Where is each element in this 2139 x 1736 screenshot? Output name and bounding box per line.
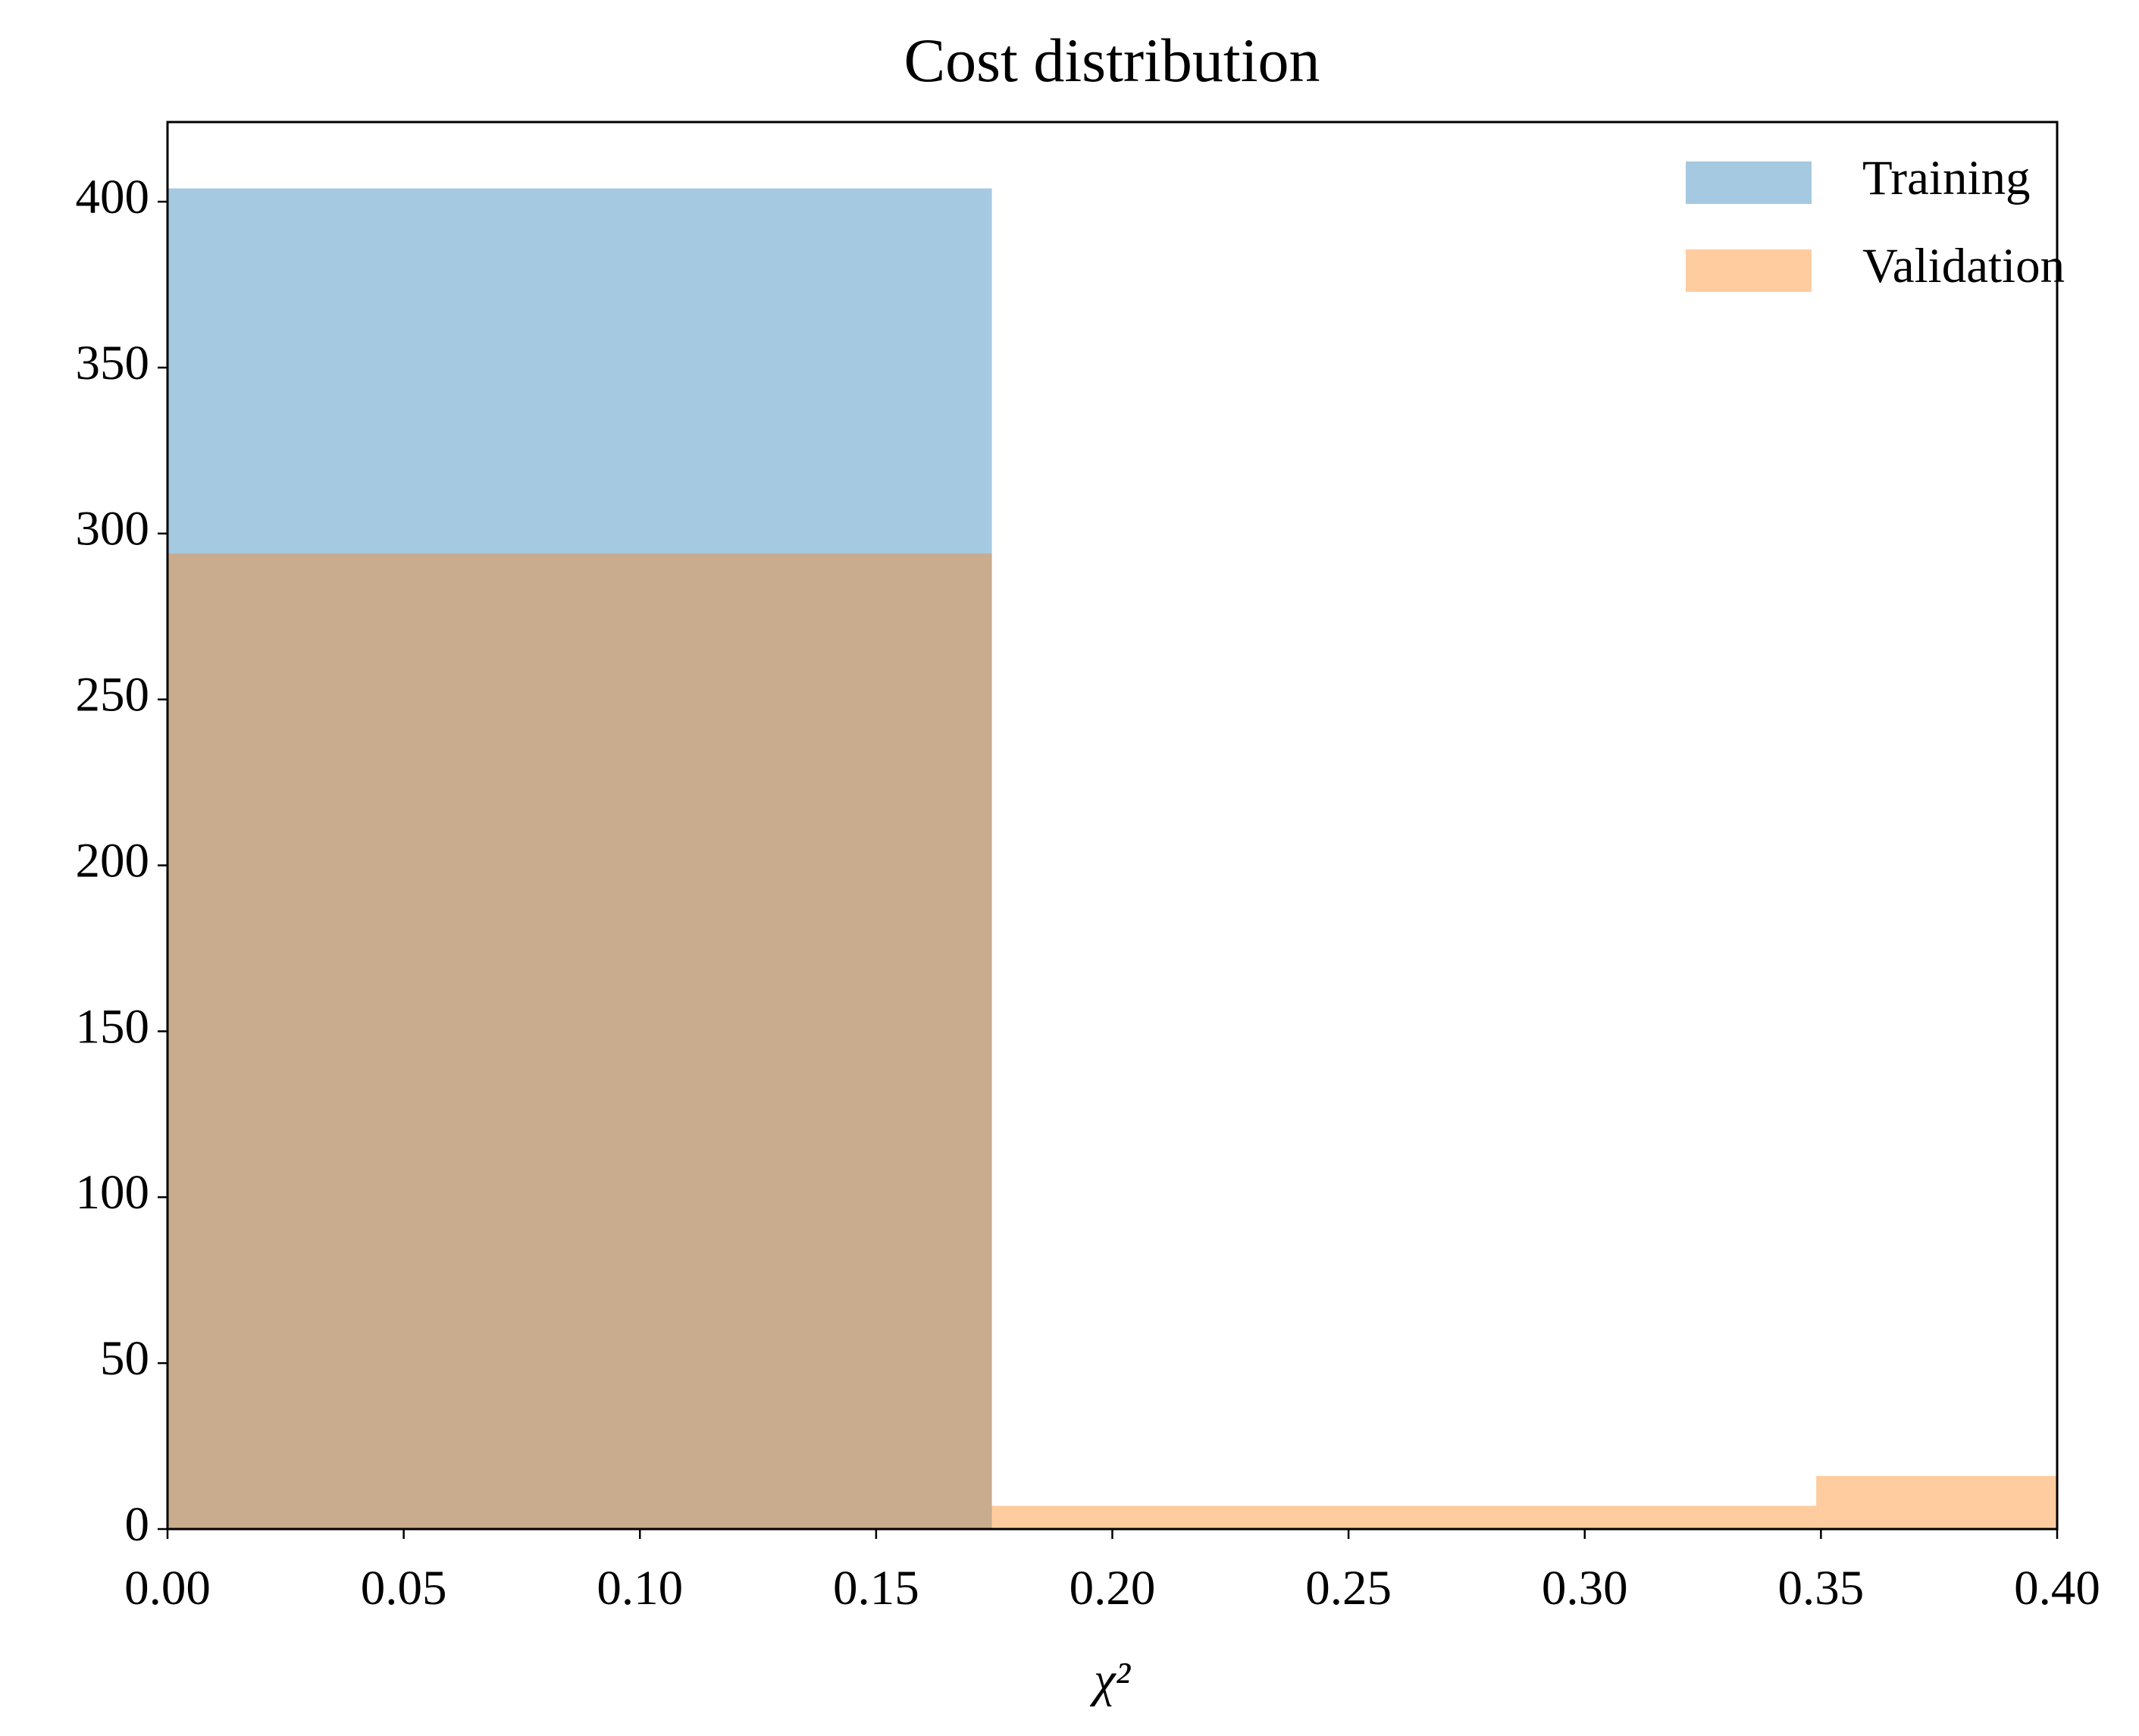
legend-swatch (1686, 161, 1812, 204)
x-tick-label: 0.20 (1070, 1561, 1156, 1615)
y-tick-label: 50 (100, 1331, 149, 1386)
y-tick-label: 150 (76, 999, 150, 1054)
x-tick-label: 0.35 (1778, 1561, 1865, 1615)
histogram-bar (1816, 1475, 2057, 1529)
x-tick-label: 0.05 (361, 1561, 447, 1615)
y-tick-label: 400 (76, 170, 150, 224)
x-tick-label: 0.10 (597, 1561, 683, 1615)
plot-area (168, 188, 2057, 1529)
legend-swatch (1686, 249, 1812, 292)
histogram-bar (168, 553, 992, 1529)
legend-label: Validation (1862, 239, 2065, 293)
x-tick-label: 0.15 (833, 1561, 919, 1615)
y-tick-label: 350 (76, 336, 150, 390)
chart-title: Cost distribution (904, 26, 1320, 95)
y-tick-label: 100 (76, 1165, 150, 1220)
x-tick-label: 0.40 (2014, 1561, 2100, 1615)
histogram-bar (991, 1506, 1817, 1529)
x-tick-label: 0.30 (1542, 1561, 1628, 1615)
x-axis-label: χ² (1089, 1653, 1132, 1707)
y-tick-label: 200 (76, 833, 150, 888)
x-tick-label: 0.25 (1305, 1561, 1392, 1615)
y-tick-label: 0 (125, 1497, 150, 1552)
y-tick-label: 250 (76, 668, 150, 722)
legend-label: Training (1862, 151, 2031, 205)
y-tick-label: 300 (76, 502, 150, 556)
histogram-bar (168, 188, 992, 1529)
x-tick-label: 0.00 (124, 1561, 211, 1615)
